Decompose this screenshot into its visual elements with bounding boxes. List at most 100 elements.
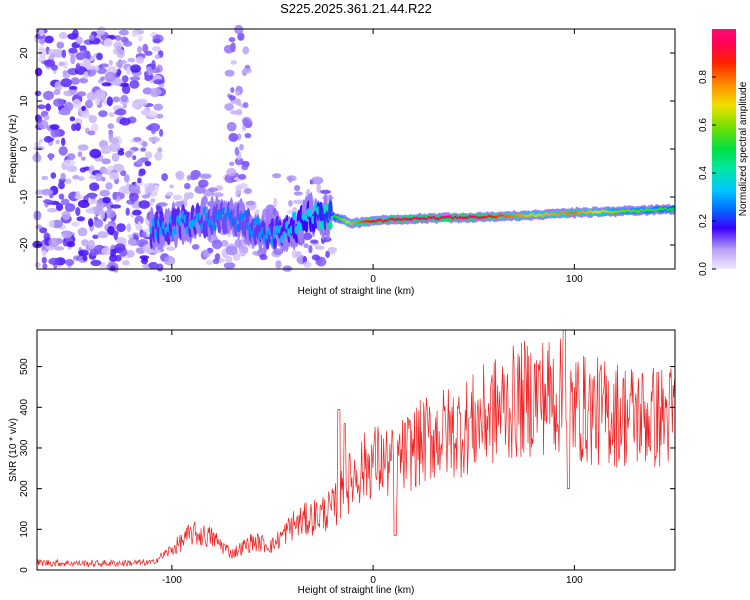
noise-blob bbox=[98, 110, 108, 118]
noise-blob bbox=[125, 150, 133, 158]
noise-blob bbox=[108, 172, 120, 181]
noise-blob bbox=[158, 83, 165, 89]
noise-blob bbox=[48, 220, 55, 228]
noise-blob bbox=[48, 153, 53, 161]
noise-blob bbox=[56, 41, 65, 49]
noise-blob bbox=[151, 59, 156, 70]
noise-blob bbox=[104, 209, 116, 219]
noise-blob bbox=[65, 178, 72, 184]
noise-blob bbox=[101, 82, 112, 87]
noise-blob bbox=[228, 37, 236, 43]
noise-blob bbox=[123, 40, 133, 47]
colorbar-tick-label: 0.4 bbox=[698, 166, 709, 180]
noise-blob bbox=[70, 54, 76, 65]
noise-blob bbox=[48, 257, 60, 265]
noise-blob bbox=[122, 103, 127, 109]
noise-blob bbox=[107, 226, 115, 235]
noise-blob bbox=[241, 164, 249, 171]
noise-blob bbox=[64, 101, 74, 112]
noise-blob bbox=[114, 35, 122, 41]
noise-blob bbox=[87, 199, 98, 205]
spectrogram-x-tick-label: 0 bbox=[370, 274, 376, 285]
noise-blob bbox=[138, 200, 150, 209]
noise-blob bbox=[101, 247, 111, 256]
noise-blob bbox=[126, 249, 135, 258]
noise-blob bbox=[112, 191, 118, 200]
noise-blob bbox=[308, 245, 313, 254]
noise-blob bbox=[41, 175, 49, 181]
noise-blob bbox=[294, 184, 301, 192]
noise-blob bbox=[303, 243, 309, 249]
noise-blob bbox=[116, 223, 126, 233]
noise-blob bbox=[234, 157, 244, 166]
noise-blob bbox=[126, 66, 131, 76]
colorbar-gradient bbox=[712, 29, 736, 269]
noise-blob bbox=[223, 44, 234, 54]
noise-blob bbox=[141, 231, 147, 239]
noise-blob bbox=[234, 24, 244, 35]
noise-blob bbox=[190, 173, 200, 180]
noise-blob bbox=[75, 122, 81, 132]
noise-blob bbox=[137, 35, 143, 42]
noise-blob bbox=[77, 151, 83, 158]
noise-blob bbox=[107, 123, 115, 129]
noise-blob bbox=[224, 69, 235, 77]
noise-blob bbox=[199, 173, 212, 179]
noise-blob bbox=[242, 46, 250, 55]
noise-blob bbox=[273, 197, 278, 208]
noise-blob bbox=[100, 176, 106, 182]
noise-blob bbox=[228, 95, 236, 101]
noise-blob bbox=[63, 159, 76, 167]
snr-plot-area bbox=[37, 330, 675, 570]
noise-blob bbox=[83, 50, 89, 59]
noise-blob bbox=[35, 114, 43, 124]
noise-blob bbox=[46, 208, 58, 213]
snr-y-tick-label: 300 bbox=[19, 439, 30, 456]
noise-blob bbox=[89, 174, 97, 180]
noise-blob bbox=[60, 198, 70, 206]
noise-blob bbox=[61, 49, 67, 59]
noise-blob bbox=[63, 60, 68, 70]
noise-blob bbox=[61, 210, 71, 221]
noise-blob bbox=[48, 237, 60, 248]
noise-blob bbox=[117, 150, 125, 156]
noise-blob bbox=[135, 56, 145, 64]
noise-blob bbox=[103, 38, 113, 48]
noise-blob bbox=[115, 60, 124, 68]
noise-blob bbox=[127, 238, 137, 246]
noise-blob bbox=[88, 34, 95, 41]
snr-y-label: SNR (10 * v/v) bbox=[8, 418, 19, 482]
noise-blob bbox=[80, 156, 86, 161]
noise-blob bbox=[154, 151, 163, 161]
noise-blob bbox=[75, 207, 81, 216]
noise-blob bbox=[211, 239, 223, 250]
noise-blob bbox=[61, 137, 66, 146]
spectrogram-y-tick-label: 10 bbox=[19, 95, 30, 107]
noise-blob bbox=[114, 110, 124, 115]
noise-blob bbox=[141, 141, 148, 148]
noise-blob bbox=[138, 172, 144, 177]
noise-blob bbox=[58, 109, 71, 116]
noise-blob bbox=[83, 71, 89, 80]
noise-blob bbox=[186, 175, 192, 181]
noise-blob bbox=[104, 71, 117, 82]
noise-blob bbox=[230, 110, 239, 115]
noise-blob bbox=[43, 114, 50, 121]
colorbar-ticks: 0.0 0.2 0.4 0.6 0.8 bbox=[698, 70, 716, 276]
noise-blob bbox=[325, 250, 330, 258]
noise-blob bbox=[184, 182, 191, 190]
noise-blob bbox=[112, 48, 118, 55]
noise-blob bbox=[41, 256, 47, 264]
noise-blob bbox=[148, 136, 160, 143]
noise-blob bbox=[94, 216, 98, 221]
noise-blob bbox=[95, 97, 100, 106]
noise-blob bbox=[238, 245, 245, 253]
snr-frame bbox=[36, 329, 676, 571]
spectrogram-marks bbox=[32, 24, 676, 273]
noise-blob bbox=[147, 184, 155, 192]
noise-blob bbox=[225, 245, 238, 256]
noise-blob bbox=[291, 249, 298, 259]
noise-blob bbox=[292, 199, 305, 205]
noise-blob bbox=[44, 59, 56, 68]
spectrogram-x-tick-label: 100 bbox=[566, 274, 583, 285]
